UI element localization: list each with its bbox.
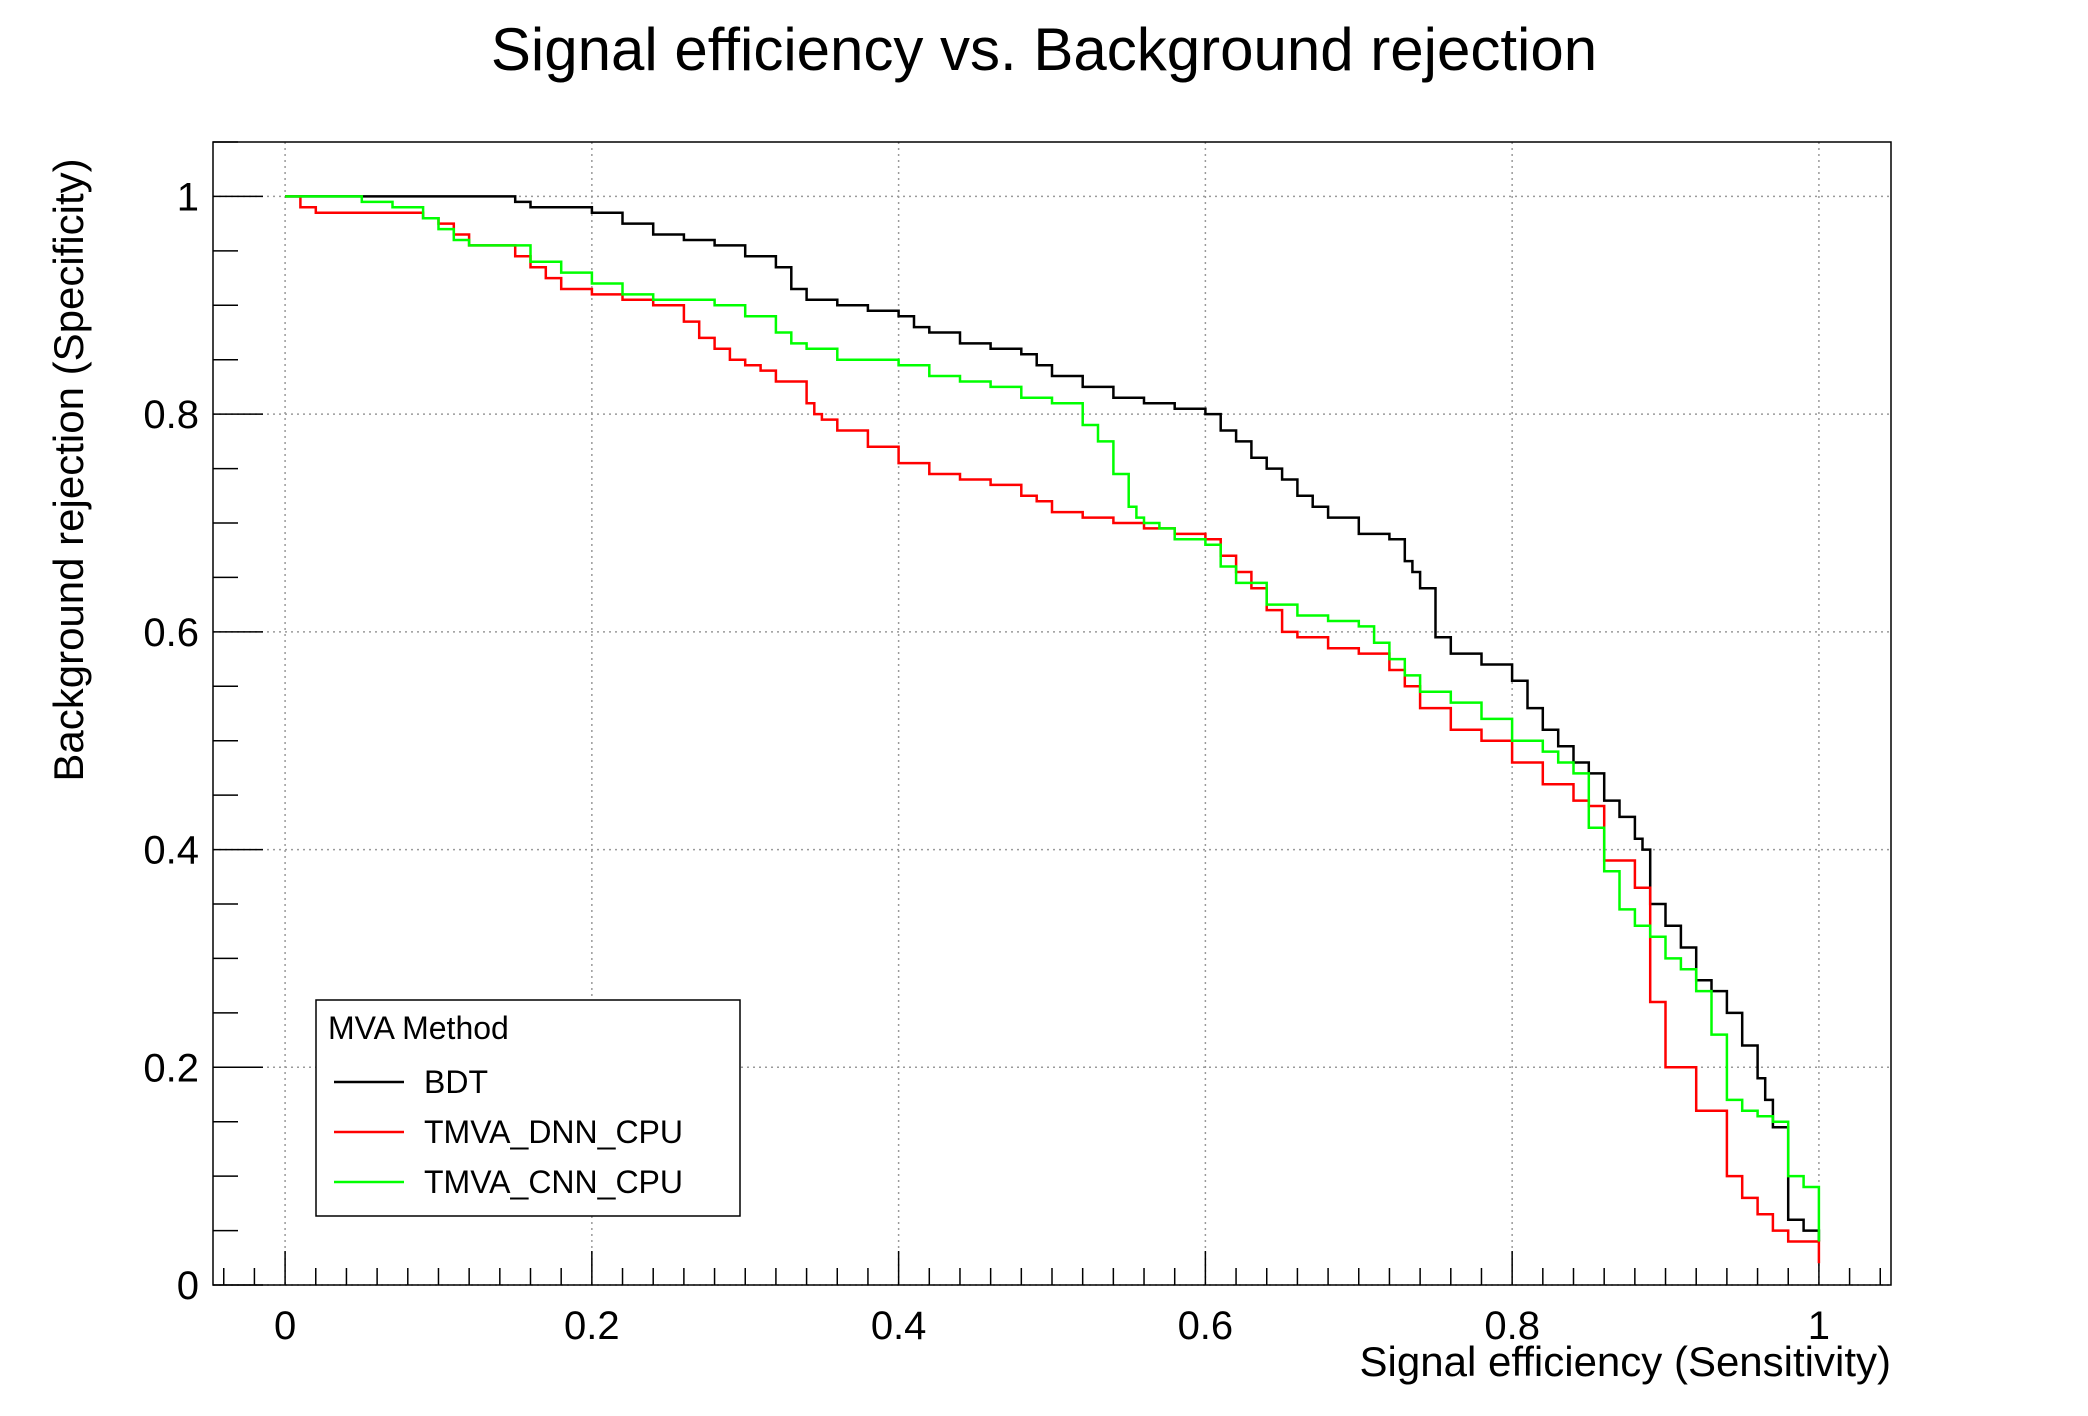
legend-label-tmva-cnn-cpu: TMVA_CNN_CPU	[424, 1164, 683, 1200]
y-tick-label: 0.6	[143, 611, 199, 655]
x-tick-label: 0.4	[871, 1304, 927, 1348]
y-tick-label: 0	[177, 1264, 199, 1308]
legend-box	[315, 999, 741, 1217]
legend-label-tmva-dnn-cpu: TMVA_DNN_CPU	[424, 1114, 683, 1150]
y-tick-label: 0.8	[143, 393, 199, 437]
x-tick-label: 0.2	[564, 1304, 620, 1348]
y-tick-label: 0.2	[143, 1046, 199, 1090]
plot-frame	[212, 141, 1892, 1286]
legend: MVA Method BDT TMVA_DNN_CPU TMVA_CNN_CPU	[315, 999, 741, 1217]
x-tick-labels: 0 0.2 0.4 0.6 0.8 1	[274, 1304, 1830, 1348]
axis-ticks	[213, 141, 1882, 1286]
y-tick-labels: 0 0.2 0.4 0.6 0.8 1	[143, 175, 199, 1308]
series-line-bdt	[285, 195, 1821, 1242]
legend-title: MVA Method	[328, 1010, 509, 1046]
series-line-tmva-cnn-cpu	[285, 195, 1821, 1242]
series-line-tmva-dnn-cpu	[285, 195, 1821, 1264]
x-tick-label: 0.8	[1484, 1304, 1540, 1348]
y-tick-label: 0.4	[143, 829, 199, 873]
legend-label-bdt: BDT	[424, 1064, 488, 1100]
x-tick-label: 1	[1808, 1304, 1830, 1348]
series-group	[285, 195, 1821, 1264]
legend-items: BDT TMVA_DNN_CPU TMVA_CNN_CPU	[334, 1064, 683, 1200]
x-axis-label: Signal efficiency (Sensitivity)	[1360, 1338, 1891, 1385]
x-tick-label: 0	[274, 1304, 296, 1348]
x-tick-label: 0.6	[1178, 1304, 1234, 1348]
y-tick-label: 1	[177, 175, 199, 219]
chart-title: Signal efficiency vs. Background rejecti…	[491, 16, 1597, 83]
y-axis-label: Background rejection (Specificity)	[45, 158, 92, 781]
